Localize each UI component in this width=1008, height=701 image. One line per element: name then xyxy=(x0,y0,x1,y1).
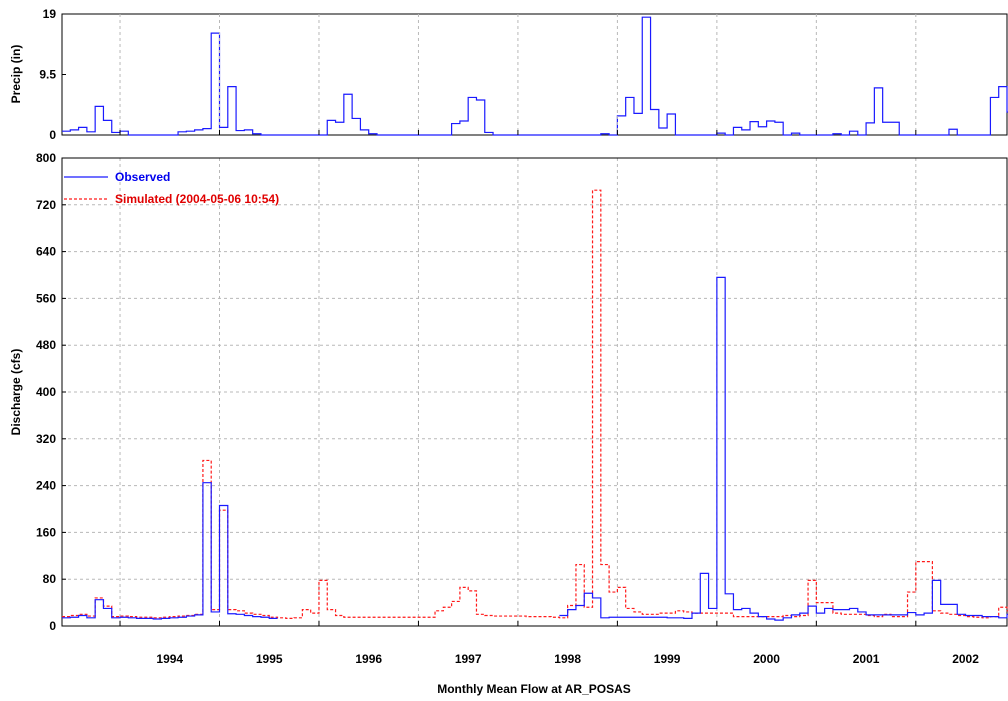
precip-y-axis-label: Precip (in) xyxy=(9,45,23,104)
discharge-y-ticks: 0 80 160 240 320 400 480 560 640 720 800 xyxy=(36,151,66,633)
discharge-y-tick-label: 320 xyxy=(36,432,56,446)
precip-plot-frame xyxy=(61,13,1008,136)
discharge-y-tick-label: 720 xyxy=(36,198,56,212)
discharge-y-tick-label: 240 xyxy=(36,479,56,493)
discharge-y-tick-label: 160 xyxy=(36,525,56,539)
discharge-plot-frame xyxy=(61,157,1008,627)
precip-panel: 0 9.5 19 Precip (in) xyxy=(9,7,1008,142)
legend: Observed Simulated (2004-05-06 10:54) xyxy=(64,170,279,206)
discharge-x-tick-label: 2001 xyxy=(853,652,880,666)
discharge-y-tick-label: 480 xyxy=(36,338,56,352)
discharge-x-tick-label: 2000 xyxy=(753,652,780,666)
discharge-x-tick-label: 1996 xyxy=(355,652,382,666)
discharge-x-tick-label: 1999 xyxy=(654,652,681,666)
legend-observed-label: Observed xyxy=(115,170,170,184)
precip-y-tick-label: 19 xyxy=(43,7,57,21)
discharge-x-ticks: 1994 1995 1996 1997 1998 1999 2000 2001 2002 xyxy=(119,130,979,666)
discharge-y-axis-label: Discharge (cfs) xyxy=(9,349,23,436)
discharge-y-tick-label: 400 xyxy=(36,385,56,399)
discharge-y-tick-label: 0 xyxy=(49,619,56,633)
observed-series-line xyxy=(62,276,1008,621)
discharge-y-tick-label: 80 xyxy=(43,572,57,586)
discharge-x-tick-label: 1994 xyxy=(156,652,183,666)
legend-simulated-label: Simulated (2004-05-06 10:54) xyxy=(115,192,279,206)
discharge-y-tick-label: 800 xyxy=(36,151,56,165)
discharge-x-tick-label: 2002 xyxy=(952,652,979,666)
x-axis-label: Monthly Mean Flow at AR_POSAS xyxy=(437,682,631,696)
discharge-y-tick-label: 640 xyxy=(36,245,56,259)
precip-y-tick-label: 9.5 xyxy=(39,68,56,82)
discharge-grid xyxy=(62,14,1007,626)
precip-y-tick-label: 0 xyxy=(49,128,56,142)
precip-step-series xyxy=(62,16,1008,136)
discharge-x-tick-label: 1995 xyxy=(256,652,283,666)
discharge-x-tick-label: 1998 xyxy=(554,652,581,666)
discharge-y-tick-label: 560 xyxy=(36,291,56,305)
simulated-series-line xyxy=(62,189,1008,619)
precip-y-ticks: 0 9.5 19 xyxy=(39,7,66,142)
discharge-x-tick-label: 1997 xyxy=(455,652,482,666)
